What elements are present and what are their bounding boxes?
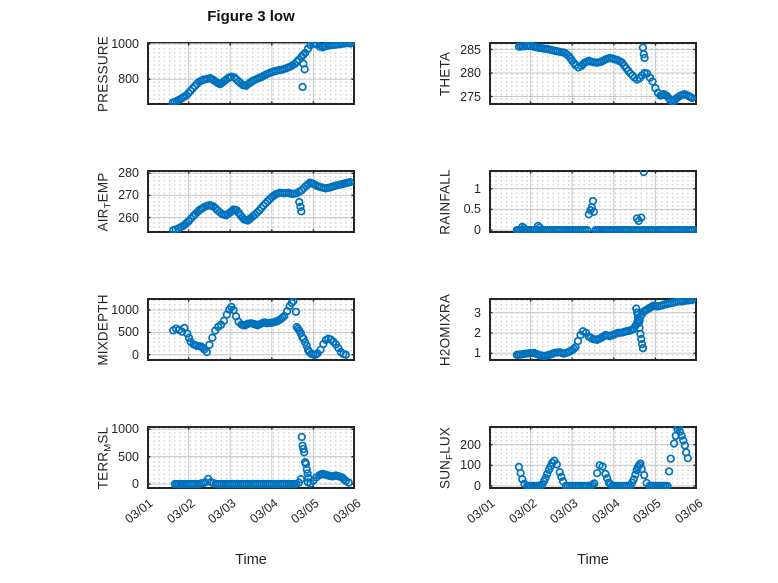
subplot-air_temp: [147, 170, 355, 233]
y-tick-label: 500: [118, 325, 139, 340]
y-tick-label: 0: [474, 478, 481, 493]
time-axis-label: Time: [577, 552, 609, 568]
subplot-terr_msl: [147, 426, 355, 489]
y-tick-label: 260: [118, 210, 139, 225]
y-axis-label-subscript: F: [444, 453, 456, 460]
y-axis-label-subscript: T: [102, 201, 114, 208]
plot-markers-rainfall: [489, 170, 697, 233]
y-tick-label: 100: [460, 458, 481, 473]
y-tick-label: 285: [460, 42, 481, 57]
subplot-theta: [489, 42, 697, 105]
plot-markers-air_temp: [147, 170, 355, 233]
y-axis-label-text: AIR: [95, 207, 111, 231]
y-axis-label-terr_msl: TERRMSL: [95, 426, 114, 489]
plot-markers-sun_flux: [489, 426, 697, 489]
y-tick-label: 0: [132, 347, 139, 362]
figure-title: Figure 3 low: [207, 8, 295, 25]
plot-markers-terr_msl: [147, 426, 355, 489]
y-axis-label-text: H2OMIXRA: [437, 293, 453, 366]
y-axis-label-text: THETA: [437, 51, 453, 96]
y-tick-label: 270: [118, 188, 139, 203]
y-axis-label-text: PRESSURE: [95, 35, 111, 112]
y-axis-label-text: EMP: [95, 172, 111, 202]
y-tick-label: 2: [474, 325, 481, 340]
y-tick-label: 0: [132, 477, 139, 492]
y-axis-label-subscript: M: [102, 443, 114, 452]
plot-markers-theta: [489, 42, 697, 105]
subplot-sun_flux: [489, 426, 697, 489]
y-axis-label-h2omixra: H2OMIXRA: [438, 293, 453, 365]
y-tick-label: 0: [474, 223, 481, 238]
subplot-mixdepth: [147, 298, 355, 361]
subplot-pressure: [147, 42, 355, 105]
y-axis-label-theta: THETA: [438, 51, 453, 95]
subplot-rainfall: [489, 170, 697, 233]
y-tick-label: 0.5: [463, 202, 481, 217]
y-axis-label-text: RAINFALL: [437, 168, 453, 235]
y-axis-label-text: SL: [95, 426, 111, 444]
subplot-h2omixra: [489, 298, 697, 361]
y-tick-label: 280: [460, 66, 481, 81]
y-tick-label: 1: [474, 181, 481, 196]
y-tick-label: 1000: [111, 303, 139, 318]
plot-markers-mixdepth: [147, 298, 355, 361]
y-axis-label-text: SUN: [437, 459, 453, 489]
y-tick-label: 200: [460, 437, 481, 452]
y-axis-label-air_temp: AIRTEMP: [95, 172, 114, 231]
plot-markers-h2omixra: [489, 298, 697, 361]
y-tick-label: 275: [460, 89, 481, 104]
time-axis-label: Time: [235, 552, 267, 568]
y-tick-label: 1: [474, 346, 481, 361]
y-tick-label: 800: [118, 72, 139, 87]
y-axis-label-text: TERR: [95, 451, 111, 489]
y-axis-label-text: LUX: [437, 426, 453, 454]
y-axis-label-mixdepth: MIXDEPTH: [96, 294, 111, 365]
y-axis-label-text: MIXDEPTH: [95, 293, 111, 366]
plot-markers-pressure: [147, 42, 355, 105]
y-tick-label: 3: [474, 305, 481, 320]
y-axis-label-pressure: PRESSURE: [96, 36, 111, 112]
y-axis-label-rainfall: RAINFALL: [438, 169, 453, 234]
y-axis-label-sun_flux: SUNFLUX: [437, 426, 456, 489]
y-tick-label: 280: [118, 166, 139, 181]
y-tick-label: 500: [118, 449, 139, 464]
y-tick-label: 1000: [111, 36, 139, 51]
y-tick-label: 1000: [111, 422, 139, 437]
